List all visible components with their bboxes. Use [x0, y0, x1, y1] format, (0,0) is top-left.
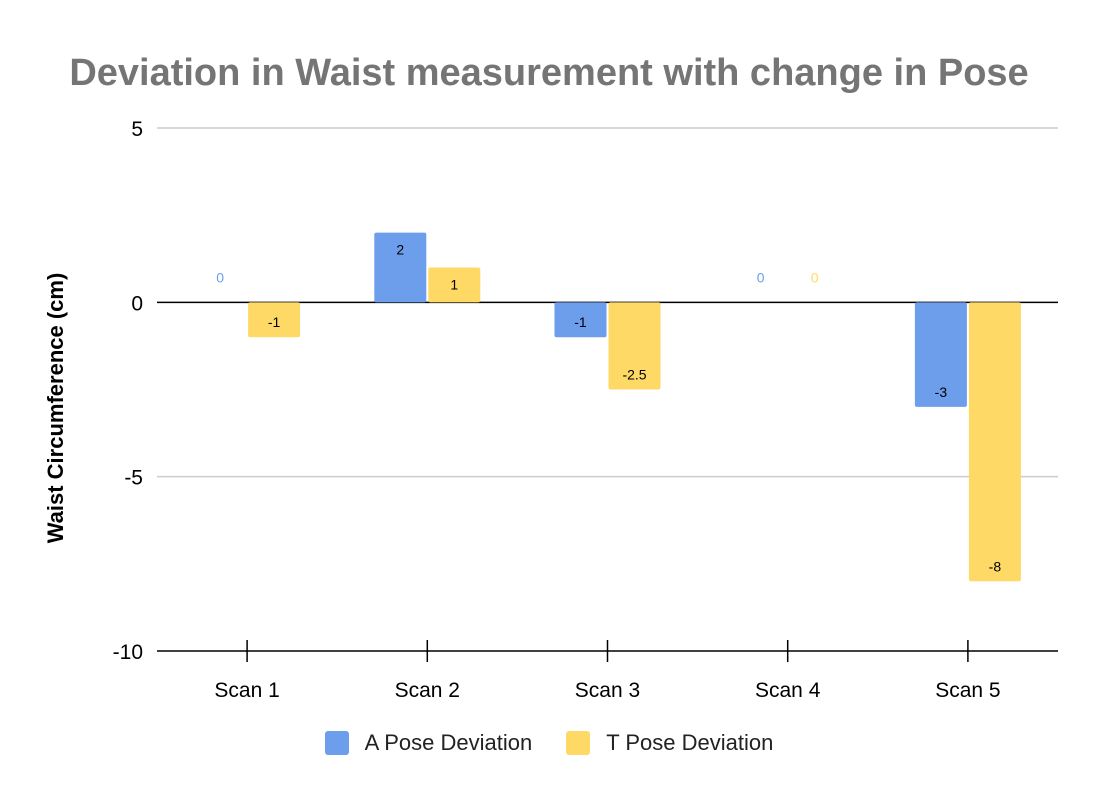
data-label: -1: [268, 314, 281, 330]
legend-item-t-pose: T Pose Deviation: [566, 730, 773, 756]
bar: [914, 302, 967, 407]
x-tick-label: Scan 4: [755, 679, 821, 702]
legend-item-a-pose: A Pose Deviation: [324, 730, 533, 756]
bar: [428, 267, 481, 303]
x-tick-label: Scan 5: [935, 679, 1000, 702]
y-tick-label: -10: [113, 641, 143, 664]
y-tick-label: -5: [124, 467, 143, 490]
data-label: 2: [396, 242, 404, 258]
y-tick-label: 0: [131, 292, 143, 315]
x-tick-label: Scan 2: [395, 679, 460, 702]
data-label: 1: [450, 276, 458, 292]
data-label: -8: [989, 558, 1002, 574]
legend: A Pose Deviation T Pose Deviation: [0, 730, 1098, 756]
bar: [248, 302, 301, 338]
data-label: 0: [811, 269, 819, 285]
legend-swatch-t-pose: [566, 731, 591, 755]
data-label: 0: [216, 269, 224, 285]
bar: [968, 302, 1021, 582]
data-label: -2.5: [622, 367, 646, 383]
chart-title: Deviation in Waist measurement with chan…: [69, 52, 1029, 94]
bar: [554, 302, 607, 338]
data-label: -3: [935, 384, 948, 400]
data-label: -1: [574, 314, 587, 330]
legend-label-t-pose: T Pose Deviation: [606, 730, 774, 755]
data-label: 0: [757, 269, 765, 285]
legend-swatch-a-pose: [324, 731, 349, 755]
bar: [374, 232, 427, 303]
legend-label-a-pose: A Pose Deviation: [364, 730, 533, 755]
y-tick-label: 5: [131, 118, 143, 141]
bar: [608, 302, 661, 390]
x-tick-label: Scan 1: [214, 679, 279, 702]
x-tick-label: Scan 3: [575, 679, 640, 702]
